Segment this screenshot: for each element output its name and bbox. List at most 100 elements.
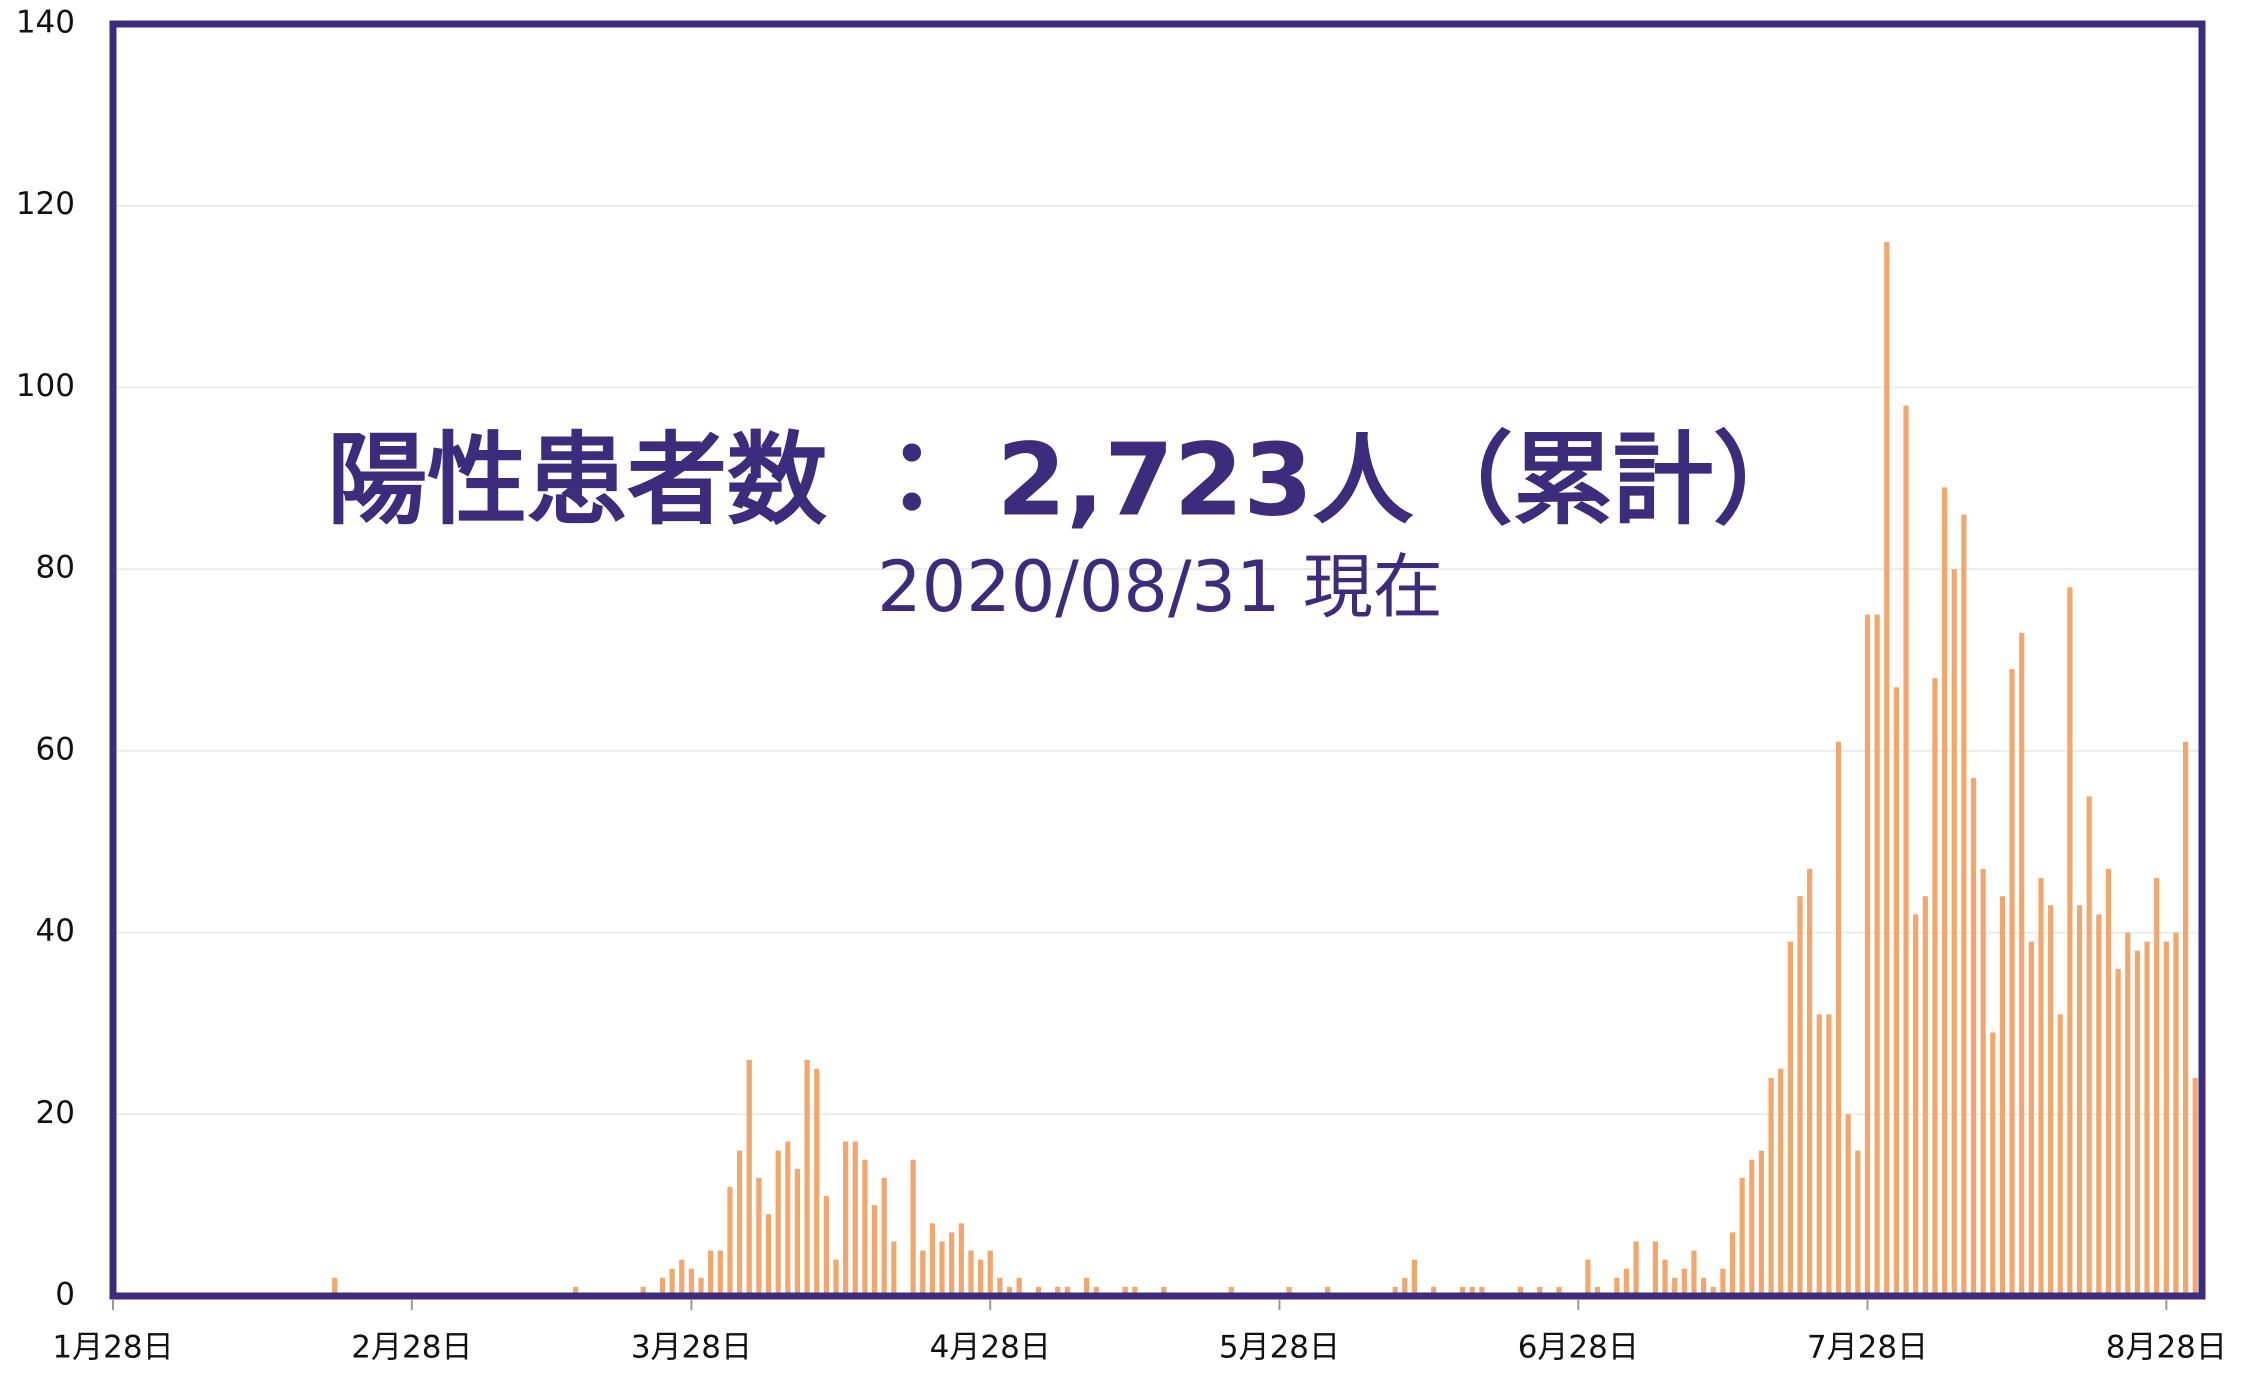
bar	[1942, 487, 1947, 1296]
x-tick-label: 2月28日	[351, 1330, 472, 1366]
bar	[1894, 687, 1899, 1296]
bar	[978, 1260, 983, 1296]
bar	[2144, 942, 2149, 1296]
x-tick-label: 6月28日	[1518, 1330, 1639, 1366]
page: Chart {"chart_data": {"type": "bar", "ti…	[0, 0, 2245, 1381]
bar	[2009, 669, 2014, 1296]
bar	[1412, 1260, 1417, 1296]
bar	[1836, 742, 1841, 1296]
bar	[1740, 1178, 1745, 1296]
bar	[776, 1151, 781, 1296]
x-tick-label: 5月28日	[1219, 1330, 1340, 1366]
bar	[1797, 896, 1802, 1296]
bar	[2067, 587, 2072, 1296]
bar	[1855, 1151, 1860, 1296]
bar	[1807, 869, 1812, 1296]
y-tick-label: 100	[16, 368, 75, 404]
bar	[1624, 1269, 1629, 1296]
bar	[2058, 1014, 2063, 1296]
bar	[911, 1160, 916, 1296]
bar	[2173, 933, 2178, 1296]
y-tick-label: 20	[36, 1095, 75, 1131]
bar	[689, 1269, 694, 1296]
bar	[930, 1223, 935, 1296]
bar	[968, 1251, 973, 1296]
bar	[747, 1060, 752, 1296]
bar	[1585, 1260, 1590, 1296]
chart-title: 陽性患者数 ： 2,723人（累計）	[327, 421, 1813, 538]
x-tick-label: 7月28日	[1807, 1330, 1928, 1366]
bar	[785, 1142, 790, 1296]
bar	[1875, 615, 1880, 1296]
x-tick-label: 3月28日	[631, 1330, 752, 1366]
bar	[1903, 406, 1908, 1296]
bar	[1788, 942, 1793, 1296]
bar	[2077, 905, 2082, 1296]
bar	[1961, 515, 1966, 1296]
bar	[2135, 951, 2140, 1296]
chart-subtitle: 2020/08/31 現在	[877, 546, 1443, 628]
bar	[1749, 1160, 1754, 1296]
y-tick-label: 120	[16, 186, 75, 222]
bar	[833, 1260, 838, 1296]
bar	[1634, 1241, 1639, 1296]
bar	[756, 1178, 761, 1296]
bar	[959, 1223, 964, 1296]
bar	[1730, 1232, 1735, 1296]
bar	[1846, 1114, 1851, 1296]
body: 0 20 40 60 80 100 120 140 1月28日 2月28日 3月28日 4月28日 5月…	[0, 0, 2245, 1381]
bar	[1759, 1151, 1764, 1296]
bar	[2048, 905, 2053, 1296]
bar	[1662, 1260, 1667, 1296]
y-tick-label: 40	[36, 913, 75, 949]
bar	[795, 1169, 800, 1296]
bar	[2038, 878, 2043, 1296]
bar	[814, 1069, 819, 1296]
bar	[2193, 1078, 2198, 1296]
bars	[332, 242, 2198, 1296]
bar	[939, 1241, 944, 1296]
bar	[2019, 633, 2024, 1296]
bar	[804, 1060, 809, 1296]
bar	[2029, 942, 2034, 1296]
y-tick-label: 80	[36, 550, 75, 586]
bar	[2154, 878, 2159, 1296]
bar	[2087, 796, 2092, 1296]
bar	[2106, 869, 2111, 1296]
bar	[891, 1241, 896, 1296]
bar	[882, 1178, 887, 1296]
bar	[920, 1251, 925, 1296]
y-tick-label: 60	[36, 731, 75, 767]
bar	[949, 1232, 954, 1296]
bar	[2125, 933, 2130, 1296]
bar	[1990, 1033, 1995, 1296]
bar	[2000, 896, 2005, 1296]
bar	[1653, 1241, 1658, 1296]
bar	[1768, 1078, 1773, 1296]
bar	[2116, 969, 2121, 1296]
bar	[679, 1260, 684, 1296]
bar	[1691, 1251, 1696, 1296]
x-tick-label: 4月28日	[930, 1330, 1051, 1366]
y-tick-label: 140	[16, 5, 75, 41]
bar	[1981, 869, 1986, 1296]
bar	[708, 1251, 713, 1296]
bar	[1682, 1269, 1687, 1296]
bar	[862, 1160, 867, 1296]
y-tick-label: 0	[55, 1277, 75, 1313]
bar	[766, 1214, 771, 1296]
x-tick-label: 8月28日	[2106, 1330, 2227, 1366]
bar	[872, 1205, 877, 1296]
bar	[1913, 914, 1918, 1296]
bar	[843, 1142, 848, 1296]
bar	[853, 1142, 858, 1296]
chart: 0 20 40 60 80 100 120 140 1月28日 2月28日 3月28日 4月28日 5月…	[0, 0, 2245, 1381]
bar	[1971, 778, 1976, 1296]
bar	[1884, 242, 1889, 1296]
x-tick-label: 1月28日	[52, 1330, 173, 1366]
bar	[1932, 678, 1937, 1296]
bar	[2164, 942, 2169, 1296]
bar	[1817, 1014, 1822, 1296]
bar	[1865, 615, 1870, 1296]
bar	[988, 1251, 993, 1296]
